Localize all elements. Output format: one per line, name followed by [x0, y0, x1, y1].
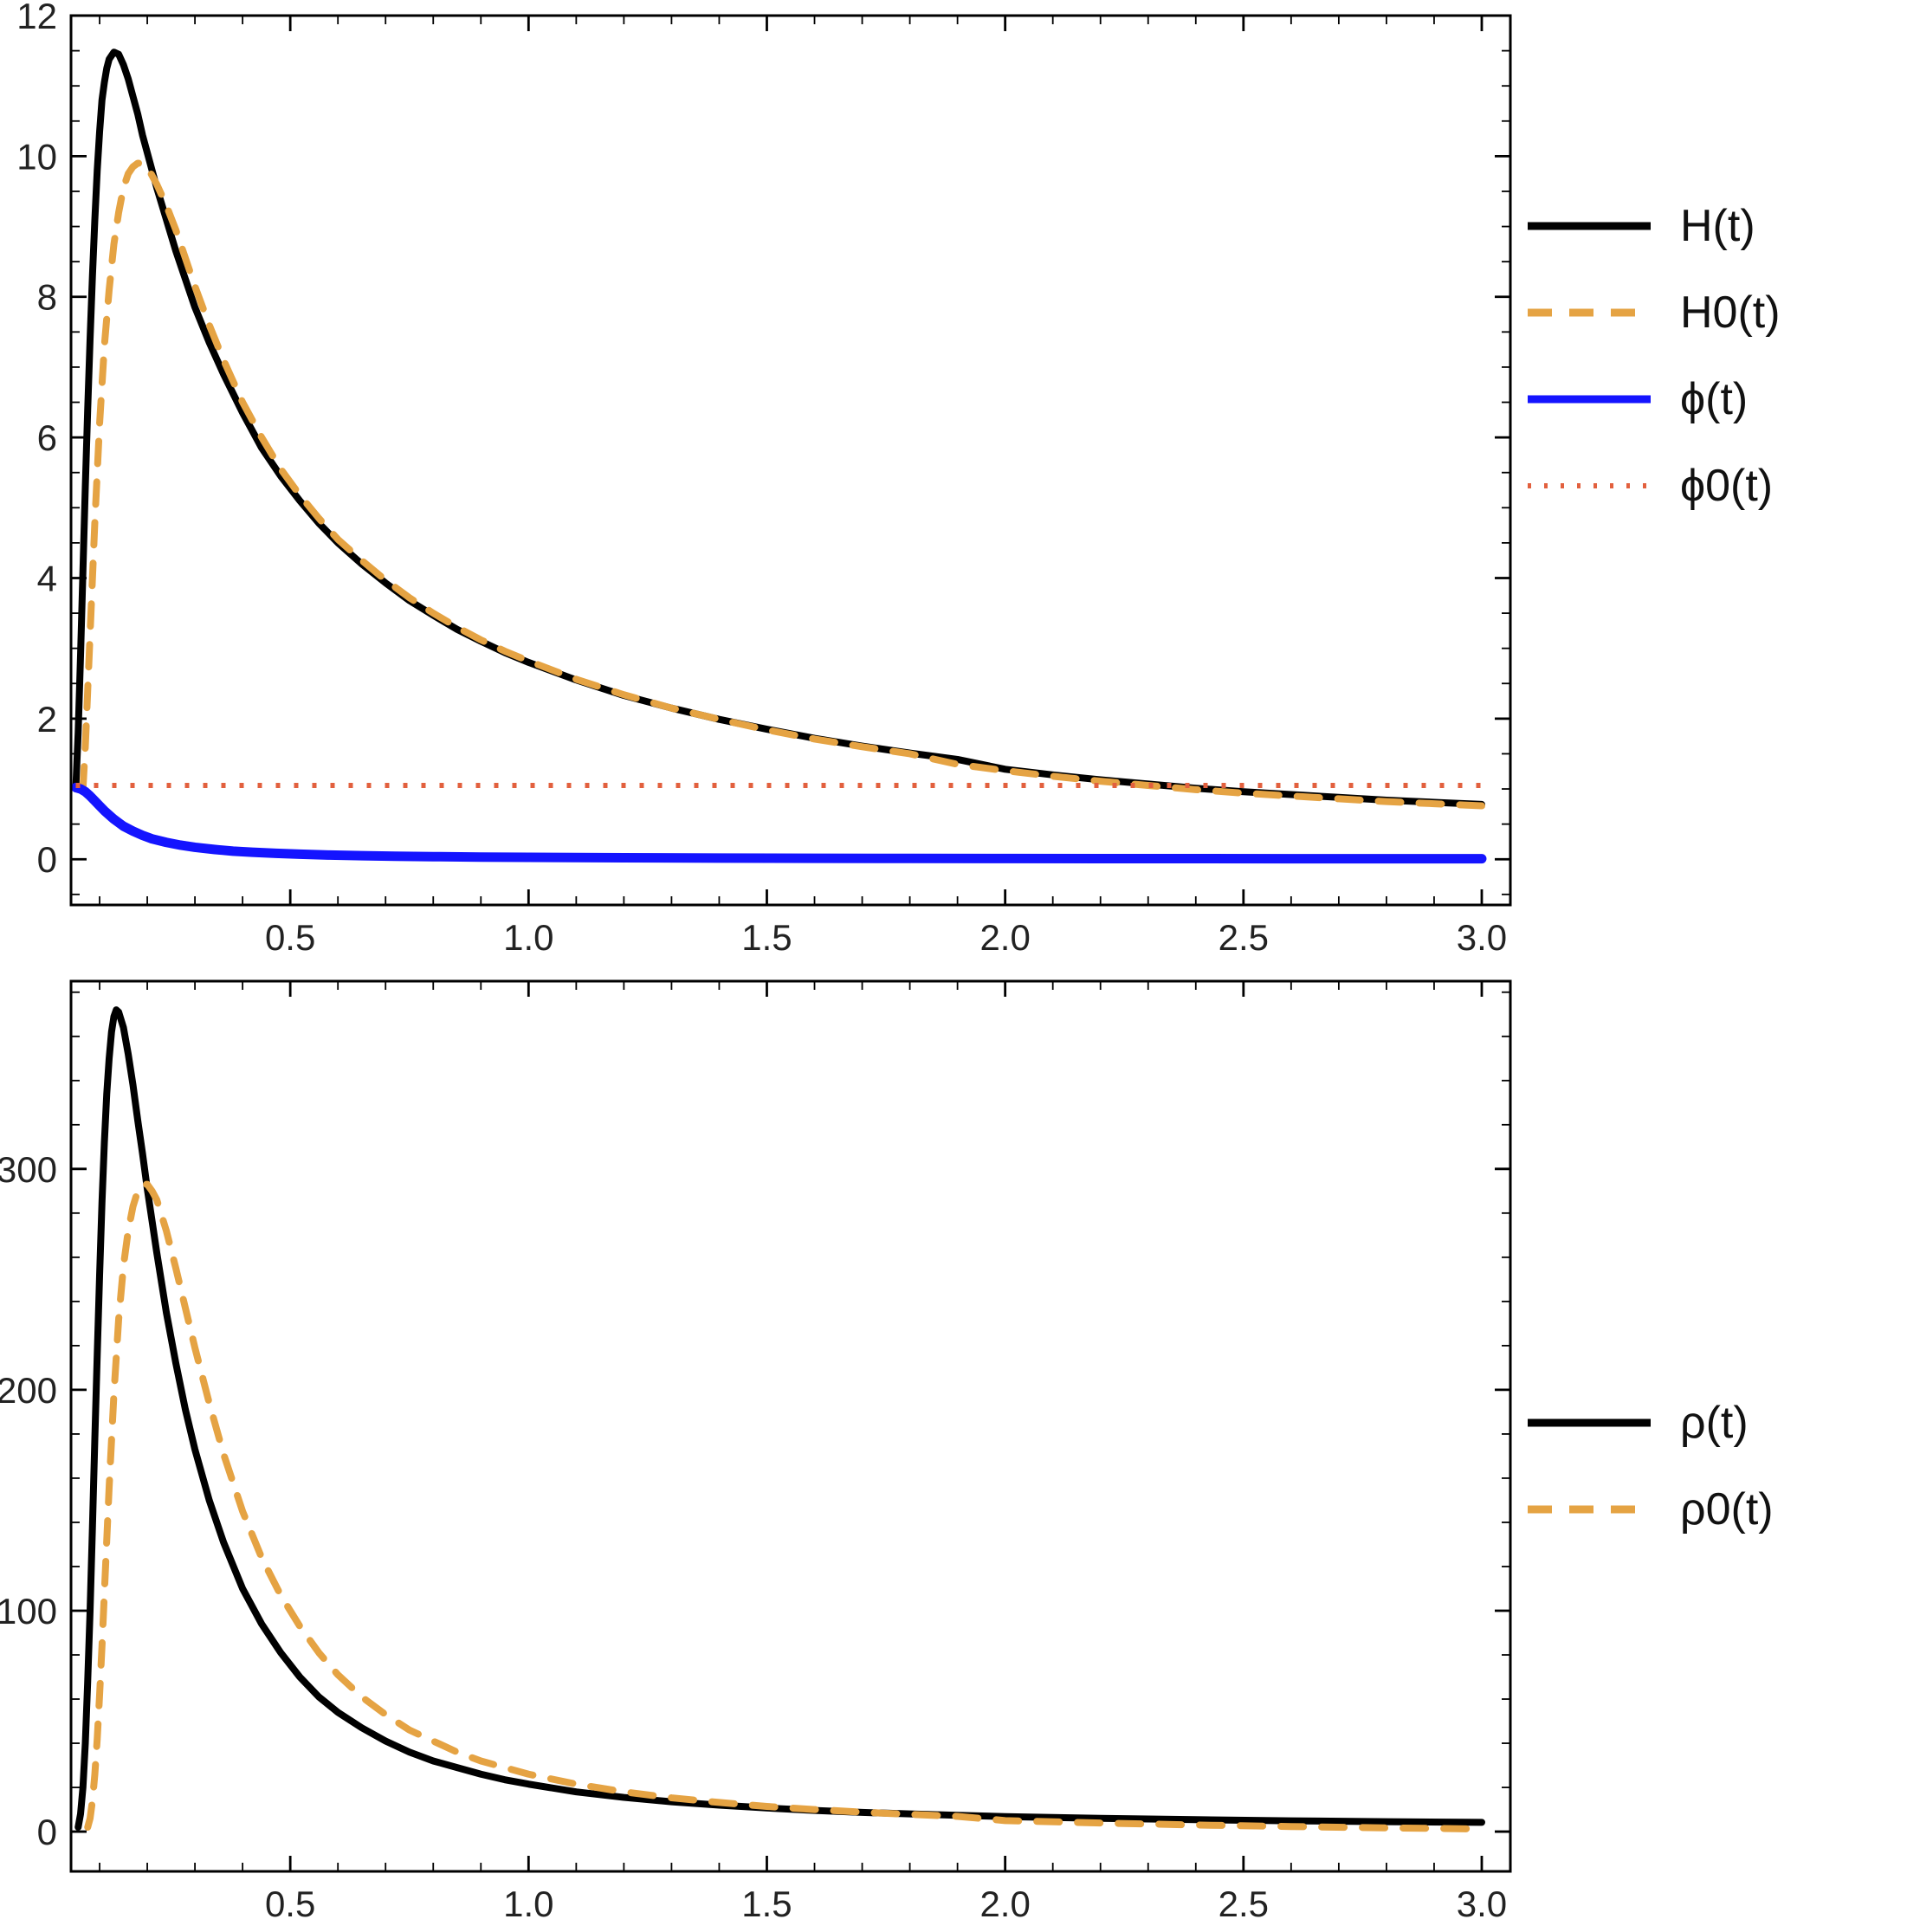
svg-text:200: 200: [0, 1370, 57, 1411]
bottom-legend-column: ρ(t) ρ0(t): [1524, 966, 1907, 1932]
bottom-legend: ρ(t) ρ0(t): [1524, 1400, 1774, 1532]
legend-item: H(t): [1524, 204, 1781, 249]
legend-line-H-icon: [1528, 222, 1651, 229]
bottom-chart-row: 0.5 1.0 1.5 2.0 2.5 3.0 0 100 200 300 ρ(t) ρ0(t): [0, 966, 1907, 1932]
legend-label-H0: H0(t): [1680, 287, 1781, 338]
svg-text:0.5: 0.5: [265, 917, 315, 958]
legend-item: ρ0(t): [1524, 1487, 1774, 1532]
svg-text:2.5: 2.5: [1219, 1884, 1269, 1924]
legend-item: H0(t): [1524, 290, 1781, 335]
legend-line-phi0-icon: [1528, 482, 1651, 488]
top-legend-column: H(t) H0(t) ϕ(t) ϕ0(t): [1524, 0, 1907, 966]
bottom-plot-area: 0.5 1.0 1.5 2.0 2.5 3.0 0 100 200 300: [0, 966, 1524, 1932]
bottom-plot: 0.5 1.0 1.5 2.0 2.5 3.0 0 100 200 300: [0, 979, 1512, 1924]
svg-text:6: 6: [37, 417, 57, 458]
legend-label-phi: ϕ(t): [1680, 373, 1749, 424]
svg-text:0.5: 0.5: [265, 1884, 315, 1924]
svg-text:1.5: 1.5: [741, 917, 792, 958]
svg-text:300: 300: [0, 1149, 57, 1190]
svg-text:4: 4: [37, 558, 57, 598]
legend-label-rho: ρ(t): [1680, 1398, 1749, 1448]
svg-text:8: 8: [37, 277, 57, 318]
svg-text:2.0: 2.0: [979, 917, 1030, 958]
svg-text:1.5: 1.5: [741, 1884, 792, 1924]
legend-label-phi0: ϕ0(t): [1680, 460, 1774, 511]
top-chart-row: 0.5 1.0 1.5 2.0 2.5 3.0 0 2 4 6 8 10 12 H(t) H0(t) ϕ…: [0, 0, 1907, 966]
top-plot: 0.5 1.0 1.5 2.0 2.5 3.0 0 2 4 6 8 10 12: [16, 0, 1512, 958]
svg-text:10: 10: [16, 136, 57, 177]
svg-text:0: 0: [37, 839, 57, 880]
legend-item: ϕ(t): [1524, 377, 1781, 422]
top-plot-area: 0.5 1.0 1.5 2.0 2.5 3.0 0 2 4 6 8 10 12: [0, 0, 1524, 966]
legend-label-rho0: ρ0(t): [1680, 1484, 1774, 1535]
legend-line-phi-icon: [1528, 395, 1651, 403]
legend-item: ρ(t): [1524, 1400, 1774, 1445]
svg-text:2: 2: [37, 699, 57, 740]
svg-text:12: 12: [16, 0, 57, 36]
svg-text:2.5: 2.5: [1219, 917, 1269, 958]
svg-text:100: 100: [0, 1591, 57, 1632]
legend-item: ϕ0(t): [1524, 463, 1781, 508]
legend-label-H: H(t): [1680, 200, 1755, 251]
top-legend: H(t) H0(t) ϕ(t) ϕ0(t): [1524, 204, 1781, 508]
svg-text:1.0: 1.0: [503, 917, 553, 958]
svg-text:1.0: 1.0: [503, 1884, 553, 1924]
legend-line-rho0-icon: [1528, 1505, 1651, 1514]
legend-line-H0-icon: [1528, 308, 1651, 316]
legend-line-rho-icon: [1528, 1418, 1651, 1427]
svg-text:3.0: 3.0: [1457, 917, 1507, 958]
svg-text:0: 0: [37, 1812, 57, 1852]
svg-text:3.0: 3.0: [1457, 1884, 1507, 1924]
svg-text:2.0: 2.0: [979, 1884, 1030, 1924]
